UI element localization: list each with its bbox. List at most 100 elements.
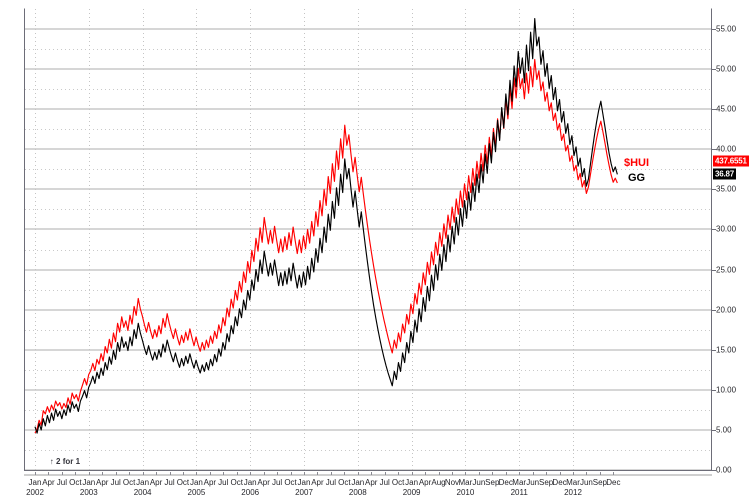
x-axis-tick bbox=[465, 472, 466, 475]
y-axis-label: 50.00 bbox=[716, 64, 737, 74]
y-axis-tick bbox=[712, 310, 716, 311]
gridline-horizontal-minor bbox=[25, 289, 711, 291]
x-axis-tick bbox=[425, 472, 426, 475]
x-axis-month-label: Jan bbox=[243, 478, 257, 487]
x-axis-tick bbox=[223, 472, 224, 475]
x-axis-month-label: Jul bbox=[56, 478, 68, 487]
legend-item-hui[interactable]: $HUI bbox=[624, 157, 650, 169]
x-axis-tick bbox=[586, 472, 587, 475]
x-axis-tick bbox=[143, 472, 144, 475]
y-axis-label: 10.00 bbox=[716, 385, 737, 395]
y-axis-label: 20.00 bbox=[716, 305, 737, 315]
gridline-vertical bbox=[35, 9, 36, 470]
x-axis-month-label: Oct bbox=[176, 478, 190, 487]
x-axis-year-label: 2005 bbox=[187, 488, 206, 497]
y-axis-label: 30.00 bbox=[716, 224, 737, 234]
y-axis-tick bbox=[712, 69, 716, 70]
x-axis-year-label: 2010 bbox=[456, 488, 475, 497]
x-axis-month-label: Sep bbox=[592, 478, 608, 487]
gridline-horizontal-minor bbox=[25, 89, 711, 91]
y-axis-label: 45.00 bbox=[716, 104, 737, 114]
series-line-gg bbox=[34, 18, 618, 434]
y-axis-tick bbox=[712, 109, 716, 110]
x-axis-month-label: Jun bbox=[472, 478, 486, 487]
x-axis-tick bbox=[277, 472, 278, 475]
x-axis-tick bbox=[533, 472, 534, 475]
gridline-vertical bbox=[196, 9, 197, 470]
gridline-vertical bbox=[143, 9, 144, 470]
x-axis-tick bbox=[573, 472, 574, 475]
x-axis-month-label: Jul bbox=[271, 478, 283, 487]
x-axis-month-label: Jan bbox=[82, 478, 96, 487]
x-axis-month-label: Apr bbox=[311, 478, 324, 487]
x-axis-month-label: Apr bbox=[96, 478, 109, 487]
x-axis-month-label: Apr bbox=[42, 478, 55, 487]
x-axis-line bbox=[24, 474, 712, 476]
x-axis-month-label: Apr bbox=[418, 478, 432, 487]
gridline-vertical bbox=[573, 9, 574, 470]
gridline-horizontal-minor bbox=[25, 369, 711, 371]
x-axis-month-label: Sep bbox=[538, 478, 554, 487]
gridline-horizontal-minor bbox=[25, 449, 711, 451]
x-axis-tick bbox=[264, 472, 265, 475]
x-axis-tick bbox=[62, 472, 63, 475]
x-axis-tick bbox=[210, 472, 211, 475]
x-axis-tick bbox=[89, 472, 90, 475]
x-axis-tick bbox=[331, 472, 332, 475]
x-axis-month-label: Dec bbox=[498, 478, 513, 487]
y-axis-label: 5.00 bbox=[716, 425, 732, 435]
x-axis-month-label: Jan bbox=[405, 478, 419, 487]
gridline-horizontal-minor bbox=[25, 209, 711, 211]
gridline-horizontal bbox=[25, 188, 711, 191]
x-axis-month-label: Jun bbox=[526, 478, 540, 487]
x-axis-month-label: Oct bbox=[284, 478, 297, 487]
plot-area bbox=[24, 8, 712, 471]
y-axis-tick bbox=[712, 149, 716, 150]
gridline-vertical bbox=[412, 9, 413, 470]
price-flag-gg: 36.87 bbox=[713, 168, 737, 180]
x-axis-tick bbox=[371, 472, 372, 475]
y-axis-tick bbox=[712, 390, 716, 391]
y-axis-label: 15.00 bbox=[716, 345, 737, 355]
series-container bbox=[34, 18, 618, 434]
x-axis-month-label: Nov bbox=[444, 478, 460, 487]
x-axis-tick bbox=[291, 472, 292, 475]
gridline-horizontal-minor bbox=[25, 329, 711, 331]
legend-item-gg[interactable]: GG bbox=[627, 172, 646, 184]
x-axis-month-label: Oct bbox=[230, 478, 243, 487]
x-axis-month-label: Jan bbox=[351, 478, 365, 487]
x-axis-month-label: Jan bbox=[189, 478, 203, 487]
gridline-horizontal bbox=[25, 108, 711, 111]
x-axis-month-label: Jun bbox=[579, 478, 593, 487]
x-axis-tick bbox=[304, 472, 305, 475]
y-axis-label: 40.00 bbox=[716, 144, 737, 154]
x-axis-tick bbox=[250, 472, 251, 475]
x-axis-tick bbox=[102, 472, 103, 475]
gridline-horizontal bbox=[25, 469, 711, 470]
x-axis-year-label: 2004 bbox=[133, 488, 152, 497]
x-axis-tick bbox=[398, 472, 399, 475]
split-arrow-icon: ↑ bbox=[49, 457, 54, 467]
gridline-vertical bbox=[250, 9, 251, 470]
x-axis-month-label: Aug bbox=[431, 478, 446, 487]
x-axis-tick bbox=[129, 472, 130, 475]
x-axis-tick bbox=[506, 472, 507, 475]
y-axis-tick bbox=[712, 229, 716, 230]
plot-inner bbox=[25, 9, 711, 470]
price-flag-hui: 437.6551 bbox=[713, 155, 749, 167]
x-axis-tick bbox=[170, 472, 171, 475]
x-axis-month-label: Oct bbox=[391, 478, 405, 487]
x-axis-month-label: Jul bbox=[379, 478, 390, 487]
gridline-vertical bbox=[358, 9, 359, 470]
x-axis-year-label: 2006 bbox=[241, 488, 260, 497]
x-axis-tick bbox=[116, 472, 117, 475]
x-axis-tick bbox=[439, 472, 440, 475]
x-axis-tick bbox=[412, 472, 413, 475]
x-axis-month-label: Mar bbox=[566, 478, 580, 487]
x-axis-tick bbox=[358, 472, 359, 475]
x-axis-tick bbox=[196, 472, 197, 475]
x-axis-month-label: Apr bbox=[203, 478, 217, 487]
gridline-horizontal-minor bbox=[25, 249, 711, 251]
chart-legend: $HUI GG bbox=[624, 156, 649, 186]
gridline-horizontal-minor bbox=[25, 129, 711, 131]
